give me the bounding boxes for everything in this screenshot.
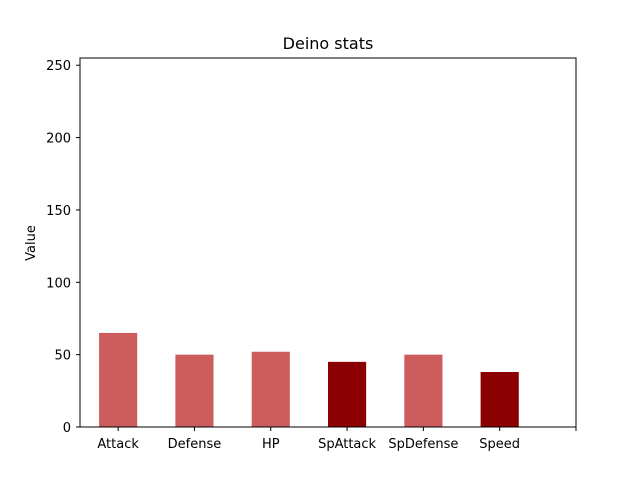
x-tick-label: HP bbox=[262, 437, 280, 452]
y-axis-ticks: 0 50 100 150 200 250 bbox=[46, 59, 80, 436]
y-tick-label: 100 bbox=[46, 276, 71, 291]
x-tick-label: SpAttack bbox=[318, 437, 376, 452]
bar-speed bbox=[480, 372, 519, 427]
y-tick-label: 150 bbox=[46, 204, 71, 219]
y-tick-label: 0 bbox=[63, 421, 71, 436]
y-tick-label: 200 bbox=[46, 132, 71, 147]
bar-spattack bbox=[328, 361, 367, 427]
x-tick-label: Attack bbox=[97, 437, 139, 452]
y-axis-label: Value bbox=[24, 225, 39, 261]
bar-attack bbox=[99, 332, 138, 427]
x-tick-label: SpDefense bbox=[388, 437, 458, 452]
x-tick-label: Speed bbox=[479, 437, 520, 452]
bar-spdefense bbox=[404, 354, 443, 427]
chart-title: Deino stats bbox=[283, 34, 374, 53]
x-tick-label: Defense bbox=[168, 437, 222, 452]
y-tick-label: 50 bbox=[54, 349, 71, 364]
plot-frame bbox=[79, 57, 577, 428]
x-axis-ticks: Attack Defense HP SpAttack SpDefense Speed bbox=[97, 427, 577, 452]
bar-defense bbox=[175, 354, 214, 427]
y-tick-label: 250 bbox=[46, 59, 71, 74]
bars-group bbox=[99, 332, 519, 427]
bar-hp bbox=[251, 351, 290, 427]
